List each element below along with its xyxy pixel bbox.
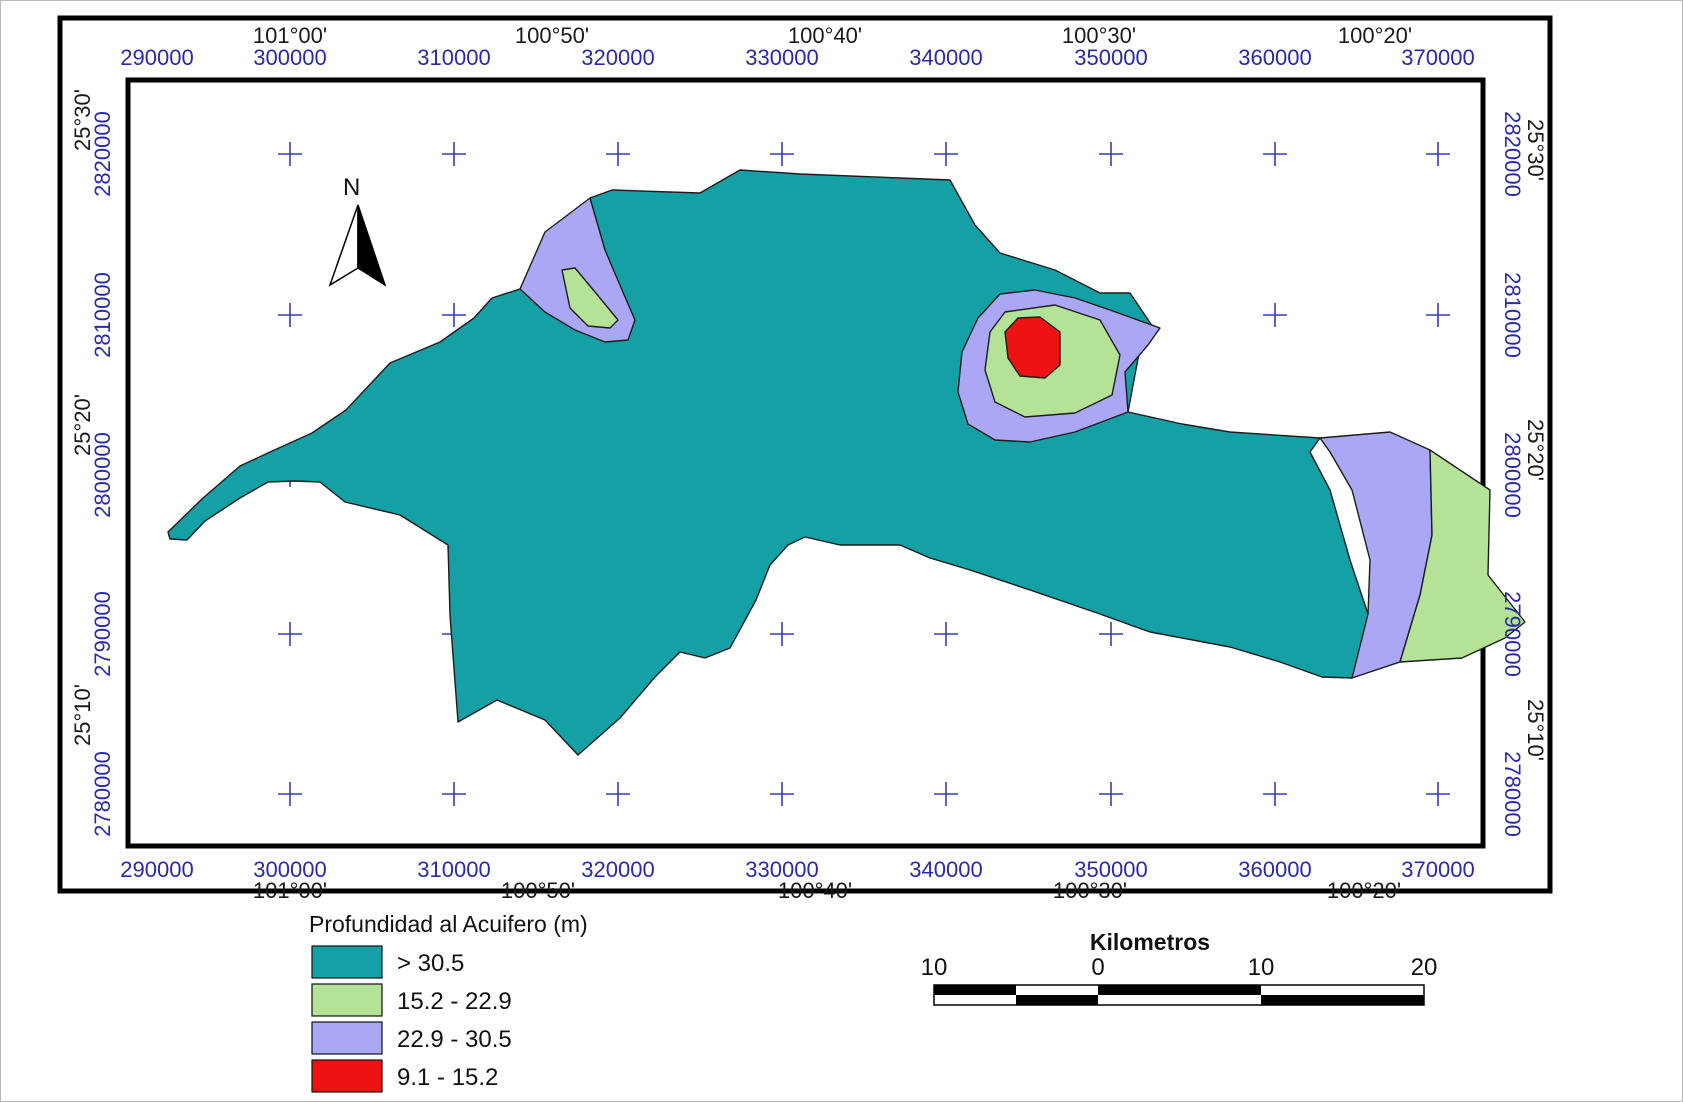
right-northing-label: 2790000 — [1500, 591, 1525, 677]
scale-bar: Kilometros 10 0 10 20 — [921, 929, 1438, 1006]
aquifer-zones — [167, 169, 1526, 756]
left-northing-label: 2820000 — [90, 111, 115, 197]
left-latitude-label: 25°30' — [70, 89, 95, 151]
legend-title: Profundidad al Acuifero (m) — [309, 911, 588, 937]
bottom-easting-label: 340000 — [909, 857, 982, 882]
top-longitude-label: 100°30' — [1062, 23, 1136, 48]
bottom-easting-label: 300000 — [253, 857, 326, 882]
top-longitude-label: 100°20' — [1338, 23, 1412, 48]
legend-label: 22.9 - 30.5 — [397, 1026, 512, 1053]
left-northing-label: 2790000 — [90, 591, 115, 677]
bottom-longitude-label: 101°00' — [253, 878, 327, 903]
scale-bar-segment — [1016, 995, 1098, 1005]
bottom-easting-label: 330000 — [745, 857, 818, 882]
left-latitude-label: 25°20' — [70, 394, 95, 456]
bottom-easting-label: 360000 — [1238, 857, 1311, 882]
north-arrow-label: N — [343, 174, 360, 201]
right-latitude-label: 25°10' — [1523, 699, 1548, 761]
scale-bar-label: 10 — [921, 954, 948, 981]
left-latitude-label: 25°10' — [70, 684, 95, 746]
legend-swatch — [311, 1059, 383, 1093]
left-northing-label: 2780000 — [90, 751, 115, 837]
data-frame-border — [125, 77, 1486, 849]
bottom-longitude-label: 100°50' — [501, 878, 575, 903]
bottom-longitude-label: 100°40' — [778, 878, 852, 903]
right-northing-label: 2820000 — [1500, 111, 1525, 197]
zone-depth-15.2-22.9-east — [1399, 449, 1526, 663]
right-latitude-label: 25°20' — [1523, 419, 1548, 481]
top-easting-label: 350000 — [1074, 45, 1147, 70]
scale-bar-segment — [1261, 995, 1424, 1005]
scale-bar-label: 10 — [1248, 954, 1275, 981]
legend-label: 9.1 - 15.2 — [397, 1064, 498, 1091]
top-easting-label: 330000 — [745, 45, 818, 70]
legend: Profundidad al Acuifero (m) > 30.5 15.2 -… — [309, 911, 588, 1093]
top-easting-label: 310000 — [417, 45, 490, 70]
legend-label: > 30.5 — [397, 950, 464, 977]
right-northing-label: 2780000 — [1500, 751, 1525, 837]
legend-swatch — [311, 945, 383, 979]
scale-bar-label: 0 — [1091, 954, 1104, 981]
zone-depth-15.2-22.9-west — [561, 267, 619, 329]
left-northing-label: 2810000 — [90, 272, 115, 358]
right-northing-label: 2800000 — [1500, 432, 1525, 518]
bottom-longitude-label: 100°30' — [1053, 878, 1127, 903]
top-easting-label: 320000 — [581, 45, 654, 70]
right-latitude-label: 25°30' — [1523, 119, 1548, 181]
zone-depth-22.9-30.5-east — [1319, 431, 1433, 679]
bottom-longitude-label: 100°20' — [1327, 878, 1401, 903]
legend-label: 15.2 - 22.9 — [397, 988, 512, 1015]
top-longitude-label: 101°00' — [253, 23, 327, 48]
bottom-easting-label: 370000 — [1401, 857, 1474, 882]
scale-bar-title: Kilometros — [1090, 929, 1210, 955]
bottom-easting-label: 320000 — [581, 857, 654, 882]
bottom-easting-label: 350000 — [1074, 857, 1147, 882]
axis-labels: 290000 290000 300000 300000 310000 310000 3200… — [70, 23, 1548, 903]
legend-swatch — [311, 1021, 383, 1055]
top-easting-label: 340000 — [909, 45, 982, 70]
bottom-easting-label: 290000 — [120, 857, 193, 882]
left-northing-label: 2800000 — [90, 432, 115, 518]
top-longitude-label: 100°50' — [515, 23, 589, 48]
scale-bar-segment — [934, 985, 1016, 995]
top-easting-label: 360000 — [1238, 45, 1311, 70]
right-northing-label: 2810000 — [1500, 272, 1525, 358]
north-arrow-icon: N — [328, 174, 387, 287]
top-longitude-label: 100°40' — [788, 23, 862, 48]
top-easting-label: 370000 — [1401, 45, 1474, 70]
zone-depth-9.1-15.2 — [1004, 316, 1061, 379]
top-easting-label: 300000 — [253, 45, 326, 70]
legend-swatch — [311, 983, 383, 1017]
scale-bar-label: 20 — [1411, 954, 1438, 981]
map-neatline — [57, 15, 1553, 894]
scale-bar-segment — [1098, 985, 1261, 995]
top-easting-label: 290000 — [120, 45, 193, 70]
bottom-easting-label: 310000 — [417, 857, 490, 882]
